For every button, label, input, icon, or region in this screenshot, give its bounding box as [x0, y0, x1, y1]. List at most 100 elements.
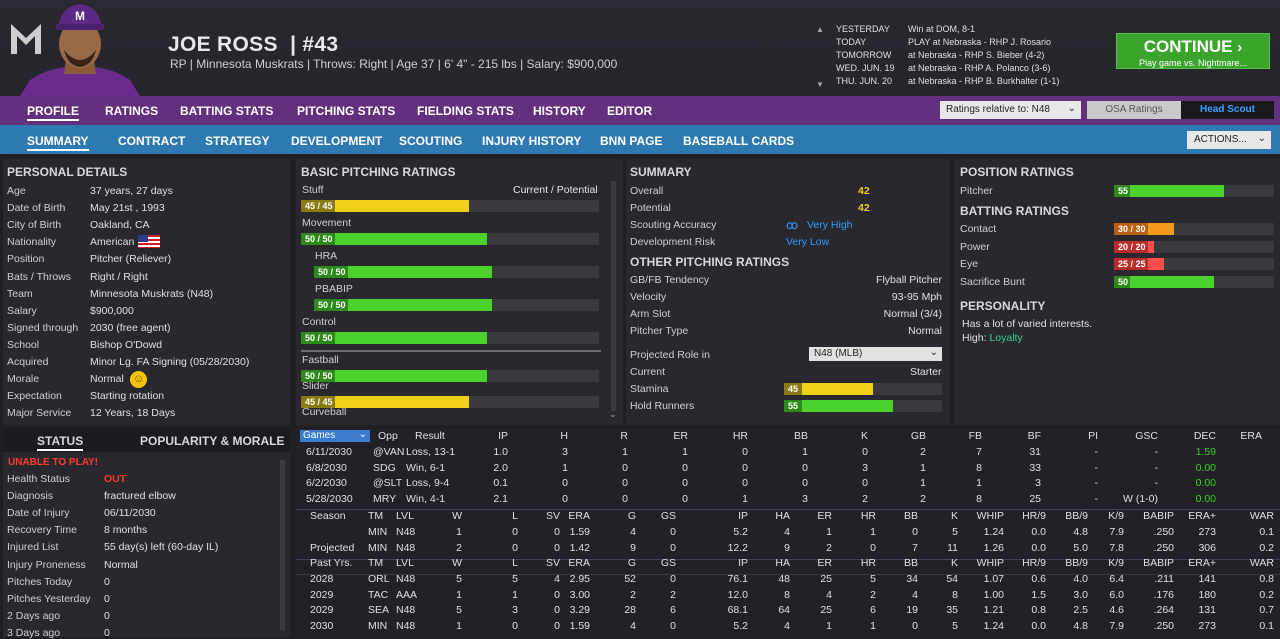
- schedule-row[interactable]: THU. JUN. 20 at Nebraska - RHP B. Burkhal…: [836, 75, 1059, 88]
- tab-scouting[interactable]: SCOUTING: [399, 134, 463, 148]
- head-scout-button[interactable]: Head Scout: [1181, 101, 1274, 119]
- nationality-value: American: [90, 236, 135, 249]
- col-header-ip: IP: [738, 510, 748, 522]
- eye-rating-bar: 25 / 25: [1114, 258, 1274, 270]
- past-stats-cell: 8: [952, 588, 958, 601]
- schedule-day: YESTERDAY: [836, 24, 890, 34]
- game-log-cell: 3: [562, 446, 568, 458]
- usa-flag-icon: [138, 235, 160, 248]
- col-header-ip: IP: [498, 430, 508, 442]
- season-stats-cell: 4.8: [1073, 526, 1088, 538]
- season-stats-cell: 1: [456, 526, 462, 538]
- tab-bnn-page[interactable]: BNN PAGE: [600, 134, 663, 148]
- sacrifice-bunt-label: Sacrifice Bunt: [960, 275, 1025, 288]
- personality-title: PERSONALITY: [960, 299, 1046, 313]
- summary-nav: SUMMARY CONTRACT STRATEGY DEVELOPMENT SC…: [0, 125, 1280, 154]
- tab-history[interactable]: HISTORY: [533, 104, 586, 118]
- binoculars-icon: ꝏ: [786, 218, 799, 232]
- tab-popularity-morale[interactable]: POPULARITY & MORALE: [140, 434, 285, 448]
- schedule-up-arrow-icon[interactable]: ▲: [816, 25, 824, 34]
- sacrifice-bunt-rating-bar: 50: [1114, 275, 1274, 288]
- schedule-text: at Nebraska - RHP B. Burkhalter (1-1): [908, 76, 1060, 86]
- past-stats-cell: 1.59: [569, 620, 590, 633]
- tab-baseball-cards[interactable]: BASEBALL CARDS: [683, 134, 795, 148]
- continue-button[interactable]: CONTINUE › Play game vs. Nightmare...: [1116, 33, 1270, 69]
- tab-pitching-stats[interactable]: PITCHING STATS: [297, 104, 396, 118]
- tab-profile[interactable]: PROFILE: [27, 104, 80, 121]
- tab-summary[interactable]: SUMMARY: [27, 134, 89, 151]
- chevron-down-icon: ⌄: [358, 429, 367, 440]
- bats-throws-value: Right / Right: [90, 270, 148, 283]
- tab-ratings[interactable]: RATINGS: [105, 104, 159, 118]
- tab-status[interactable]: STATUS: [37, 434, 84, 451]
- game-log-cell: 0: [862, 477, 868, 490]
- col-header-era: ERA+: [1188, 510, 1216, 522]
- fastball-rating-value: 50 / 50: [301, 370, 335, 382]
- current-role-label: Current: [630, 366, 666, 378]
- games-select[interactable]: Games ⌄: [300, 429, 370, 442]
- past-stats-cell: 6.0: [1109, 588, 1124, 601]
- past-stats-cell: 2.5: [1073, 604, 1088, 617]
- gb-fb-tendency-label: GB/FB Tendency: [630, 274, 710, 286]
- schedule-row[interactable]: YESTERDAY Win at DOM, 8-1: [836, 23, 1059, 36]
- schedule-row[interactable]: WED. JUN. 19 at Nebraska - RHP A. Polanco…: [836, 62, 1059, 75]
- position-ratings-title: POSITION RATINGS: [960, 165, 1074, 179]
- past-stats-cell: 2: [870, 588, 876, 601]
- osa-ratings-button[interactable]: OSA Ratings: [1087, 101, 1181, 119]
- game-log-cell: 0: [802, 477, 808, 490]
- stuff-label: Stuff: [302, 184, 324, 196]
- hra-rating-bar: 50 / 50: [314, 266, 599, 278]
- tab-development[interactable]: DEVELOPMENT: [291, 134, 383, 148]
- ratings-relative-select[interactable]: Ratings relative to: N48 ⌄: [940, 101, 1081, 119]
- tab-batting-stats[interactable]: BATTING STATS: [180, 104, 274, 118]
- tab-contract[interactable]: CONTRACT: [118, 134, 186, 148]
- season-stats-cell: 1.26: [983, 541, 1004, 554]
- past-stats-cell: 1: [456, 620, 462, 633]
- game-log-cell: 0: [682, 461, 688, 474]
- game-log-cell: 0: [682, 493, 688, 506]
- player-portrait: M: [20, 0, 140, 96]
- game-log-cell: -: [1094, 493, 1099, 506]
- expectation-value: Starting rotation: [90, 390, 165, 403]
- major-service-label: Major Service: [7, 407, 72, 420]
- stuff-rating-value: 45 / 45: [301, 200, 335, 212]
- actions-menu-button[interactable]: ACTIONS... ⌄: [1187, 131, 1271, 149]
- tab-injury-history[interactable]: INJURY HISTORY: [482, 134, 582, 148]
- schedule-down-arrow-icon[interactable]: ▼: [816, 80, 824, 89]
- pbabip-label: PBABIP: [315, 283, 353, 295]
- game-log-cell: 1: [920, 461, 926, 474]
- past-stats-cell: 180: [1198, 588, 1216, 601]
- game-log-cell: 2: [920, 446, 926, 458]
- chevron-down-icon[interactable]: ⌄: [609, 409, 617, 419]
- projected-role-select[interactable]: N48 (MLB) ⌄: [809, 347, 942, 361]
- personal-details-panel: PERSONAL DETAILS Age 37 years, 27 days Dat…: [3, 159, 290, 425]
- col-header-k-9: K/9: [1108, 510, 1124, 522]
- past-stats-cell: 0.8: [1031, 604, 1046, 617]
- status-scrollbar[interactable]: [280, 460, 285, 630]
- contact-label: Contact: [960, 223, 997, 235]
- season-stats-cell: .250: [1153, 526, 1174, 538]
- school-label: School: [7, 338, 40, 351]
- power-label: Power: [960, 240, 990, 253]
- pbabip-rating-value: 50 / 50: [314, 299, 348, 311]
- schedule-row[interactable]: TOMORROW at Nebraska - RHP S. Bieber (4-2…: [836, 49, 1059, 62]
- pitcher-label: Pitcher: [960, 185, 993, 197]
- ratings-scrollbar[interactable]: [611, 181, 616, 411]
- schedule-day: TOMORROW: [836, 50, 892, 60]
- signed-through-label: Signed through: [7, 321, 79, 334]
- tab-fielding-stats[interactable]: FIELDING STATS: [417, 104, 514, 118]
- past-stats-cell: 19: [906, 604, 918, 617]
- season-stats-cell: 2: [826, 541, 832, 554]
- velocity-label: Velocity: [630, 291, 667, 303]
- tab-strategy[interactable]: STRATEGY: [205, 134, 270, 148]
- past-stats-cell: 6: [670, 604, 676, 617]
- season-stats-cell: 1.59: [569, 526, 590, 538]
- divider: [296, 574, 1280, 575]
- game-log-cell: @VAN: [373, 446, 405, 458]
- past-stats-cell: 273: [1198, 620, 1216, 633]
- col-header-sv: SV: [545, 510, 560, 522]
- season-stats-cell: MIN: [368, 541, 388, 554]
- movement-rating-value: 50 / 50: [301, 233, 335, 245]
- schedule-row[interactable]: TODAY PLAY at Nebraska - RHP J. Rosario: [836, 36, 1059, 49]
- tab-editor[interactable]: EDITOR: [607, 104, 653, 118]
